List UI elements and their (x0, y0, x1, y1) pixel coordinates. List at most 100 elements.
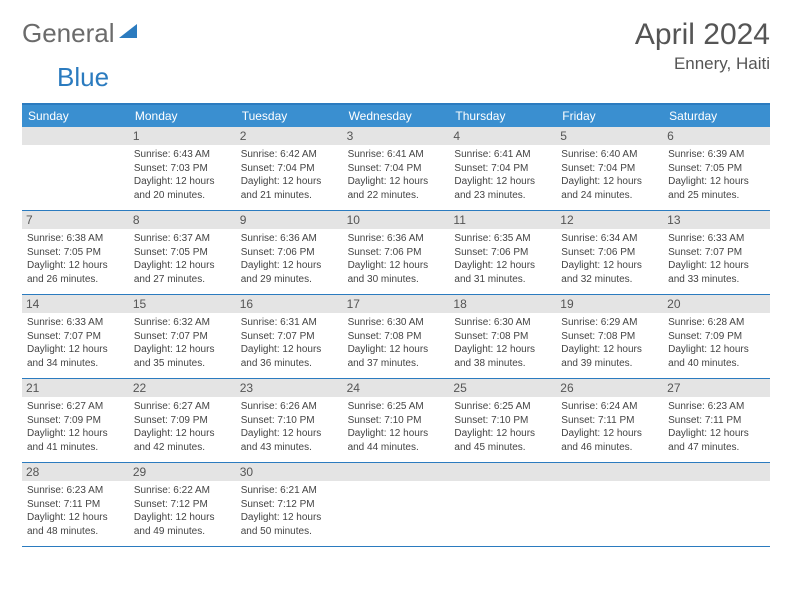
day-info: Sunrise: 6:39 AMSunset: 7:05 PMDaylight:… (668, 148, 765, 202)
day-info: Sunrise: 6:30 AMSunset: 7:08 PMDaylight:… (348, 316, 445, 370)
day-cell: 12 Sunrise: 6:34 AMSunset: 7:06 PMDayligh… (556, 211, 663, 294)
day-info: Sunrise: 6:25 AMSunset: 7:10 PMDaylight:… (348, 400, 445, 454)
day-cell: 25Sunrise: 6:25 AMSunset: 7:10 PMDayligh… (449, 379, 556, 462)
day-cell: 30 Sunrise: 6:21 AMSunset: 7:12 PMDayligh… (236, 463, 343, 546)
day-number-empty (663, 463, 770, 481)
dow-cell: Thursday (449, 105, 556, 127)
day-info: Sunrise: 6:41 AMSunset: 7:04 PMDaylight:… (454, 148, 551, 202)
day-number: 13 (663, 211, 770, 229)
dow-cell: Friday (556, 105, 663, 127)
day-number: 3 (343, 127, 450, 145)
day-cell: 11 Sunrise: 6:35 AMSunset: 7:06 PMDayligh… (449, 211, 556, 294)
day-number: 16 (236, 295, 343, 313)
day-cell: 1Sunrise: 6:43 AMSunset: 7:03 PMDaylight… (129, 127, 236, 210)
dow-cell: Sunday (22, 105, 129, 127)
day-cell: 24 Sunrise: 6:25 AMSunset: 7:10 PMDayligh… (343, 379, 450, 462)
week-row: 21 Sunrise: 6:27 AMSunset: 7:09 PMDayligh… (22, 379, 770, 463)
day-number: 23 (236, 379, 343, 397)
day-info: Sunrise: 6:36 AMSunset: 7:06 PMDaylight:… (241, 232, 338, 286)
day-info: Sunrise: 6:33 AMSunset: 7:07 PMDaylight:… (668, 232, 765, 286)
day-number: 18 (449, 295, 556, 313)
day-info: Sunrise: 6:30 AMSunset: 7:08 PMDaylight:… (454, 316, 551, 370)
day-cell: 14Sunrise: 6:33 AMSunset: 7:07 PMDayligh… (22, 295, 129, 378)
day-number: 9 (236, 211, 343, 229)
day-cell (449, 463, 556, 546)
day-cell: 27Sunrise: 6:23 AMSunset: 7:11 PMDayligh… (663, 379, 770, 462)
day-cell (22, 127, 129, 210)
day-info: Sunrise: 6:35 AMSunset: 7:06 PMDaylight:… (454, 232, 551, 286)
dow-cell: Saturday (663, 105, 770, 127)
day-info: Sunrise: 6:26 AMSunset: 7:10 PMDaylight:… (241, 400, 338, 454)
day-cell: 8 Sunrise: 6:37 AMSunset: 7:05 PMDaylight… (129, 211, 236, 294)
day-info: Sunrise: 6:37 AMSunset: 7:05 PMDaylight:… (134, 232, 231, 286)
day-info: Sunrise: 6:42 AMSunset: 7:04 PMDaylight:… (241, 148, 338, 202)
day-cell: 13 Sunrise: 6:33 AMSunset: 7:07 PMDayligh… (663, 211, 770, 294)
week-row: 1Sunrise: 6:43 AMSunset: 7:03 PMDaylight… (22, 127, 770, 211)
day-info: Sunrise: 6:22 AMSunset: 7:12 PMDaylight:… (134, 484, 231, 538)
month-title: April 2024 (635, 18, 770, 52)
day-info: Sunrise: 6:33 AMSunset: 7:07 PMDaylight:… (27, 316, 124, 370)
day-info: Sunrise: 6:41 AMSunset: 7:04 PMDaylight:… (348, 148, 445, 202)
day-info: Sunrise: 6:31 AMSunset: 7:07 PMDaylight:… (241, 316, 338, 370)
day-cell: 17 Sunrise: 6:30 AMSunset: 7:08 PMDayligh… (343, 295, 450, 378)
logo-text-general: General (22, 18, 115, 49)
day-cell (556, 463, 663, 546)
day-number: 8 (129, 211, 236, 229)
day-cell: 2Sunrise: 6:42 AMSunset: 7:04 PMDaylight… (236, 127, 343, 210)
day-number: 5 (556, 127, 663, 145)
day-number-empty (343, 463, 450, 481)
day-cell: 5 Sunrise: 6:40 AMSunset: 7:04 PMDaylight… (556, 127, 663, 210)
day-cell: 6 Sunrise: 6:39 AMSunset: 7:05 PMDaylight… (663, 127, 770, 210)
day-info: Sunrise: 6:21 AMSunset: 7:12 PMDaylight:… (241, 484, 338, 538)
week-row: 28Sunrise: 6:23 AMSunset: 7:11 PMDayligh… (22, 463, 770, 547)
day-cell: 29 Sunrise: 6:22 AMSunset: 7:12 PMDayligh… (129, 463, 236, 546)
day-cell: 9 Sunrise: 6:36 AMSunset: 7:06 PMDaylight… (236, 211, 343, 294)
day-number-empty (556, 463, 663, 481)
day-cell: 7Sunrise: 6:38 AMSunset: 7:05 PMDaylight… (22, 211, 129, 294)
day-number: 6 (663, 127, 770, 145)
day-cell: 15 Sunrise: 6:32 AMSunset: 7:07 PMDayligh… (129, 295, 236, 378)
dow-cell: Wednesday (343, 105, 450, 127)
day-info: Sunrise: 6:25 AMSunset: 7:10 PMDaylight:… (454, 400, 551, 454)
day-number: 4 (449, 127, 556, 145)
weeks-container: 1Sunrise: 6:43 AMSunset: 7:03 PMDaylight… (22, 127, 770, 547)
day-number: 29 (129, 463, 236, 481)
day-cell: 19 Sunrise: 6:29 AMSunset: 7:08 PMDayligh… (556, 295, 663, 378)
logo-text-blue: Blue (57, 62, 109, 92)
day-info: Sunrise: 6:36 AMSunset: 7:06 PMDaylight:… (348, 232, 445, 286)
day-cell: 23 Sunrise: 6:26 AMSunset: 7:10 PMDayligh… (236, 379, 343, 462)
day-number: 20 (663, 295, 770, 313)
day-number: 10 (343, 211, 450, 229)
day-info: Sunrise: 6:29 AMSunset: 7:08 PMDaylight:… (561, 316, 658, 370)
day-info: Sunrise: 6:27 AMSunset: 7:09 PMDaylight:… (27, 400, 124, 454)
day-info: Sunrise: 6:23 AMSunset: 7:11 PMDaylight:… (27, 484, 124, 538)
week-row: 7Sunrise: 6:38 AMSunset: 7:05 PMDaylight… (22, 211, 770, 295)
day-number: 30 (236, 463, 343, 481)
day-cell: 10 Sunrise: 6:36 AMSunset: 7:06 PMDayligh… (343, 211, 450, 294)
day-info: Sunrise: 6:28 AMSunset: 7:09 PMDaylight:… (668, 316, 765, 370)
day-cell: 16 Sunrise: 6:31 AMSunset: 7:07 PMDayligh… (236, 295, 343, 378)
logo-triangle-icon (119, 22, 141, 40)
day-cell: 28Sunrise: 6:23 AMSunset: 7:11 PMDayligh… (22, 463, 129, 546)
day-cell: 3 Sunrise: 6:41 AMSunset: 7:04 PMDaylight… (343, 127, 450, 210)
day-number: 12 (556, 211, 663, 229)
day-number: 21 (22, 379, 129, 397)
dow-cell: Tuesday (236, 105, 343, 127)
day-number: 27 (663, 379, 770, 397)
day-number: 11 (449, 211, 556, 229)
day-info: Sunrise: 6:24 AMSunset: 7:11 PMDaylight:… (561, 400, 658, 454)
day-cell: 4 Sunrise: 6:41 AMSunset: 7:04 PMDaylight… (449, 127, 556, 210)
day-number: 24 (343, 379, 450, 397)
logo: General (22, 18, 143, 49)
week-row: 14Sunrise: 6:33 AMSunset: 7:07 PMDayligh… (22, 295, 770, 379)
day-cell: 26Sunrise: 6:24 AMSunset: 7:11 PMDayligh… (556, 379, 663, 462)
day-info: Sunrise: 6:27 AMSunset: 7:09 PMDaylight:… (134, 400, 231, 454)
day-of-week-row: SundayMondayTuesdayWednesdayThursdayFrid… (22, 105, 770, 127)
day-info: Sunrise: 6:40 AMSunset: 7:04 PMDaylight:… (561, 148, 658, 202)
day-number: 17 (343, 295, 450, 313)
day-number: 15 (129, 295, 236, 313)
day-info: Sunrise: 6:32 AMSunset: 7:07 PMDaylight:… (134, 316, 231, 370)
day-number: 19 (556, 295, 663, 313)
dow-cell: Monday (129, 105, 236, 127)
day-info: Sunrise: 6:34 AMSunset: 7:06 PMDaylight:… (561, 232, 658, 286)
